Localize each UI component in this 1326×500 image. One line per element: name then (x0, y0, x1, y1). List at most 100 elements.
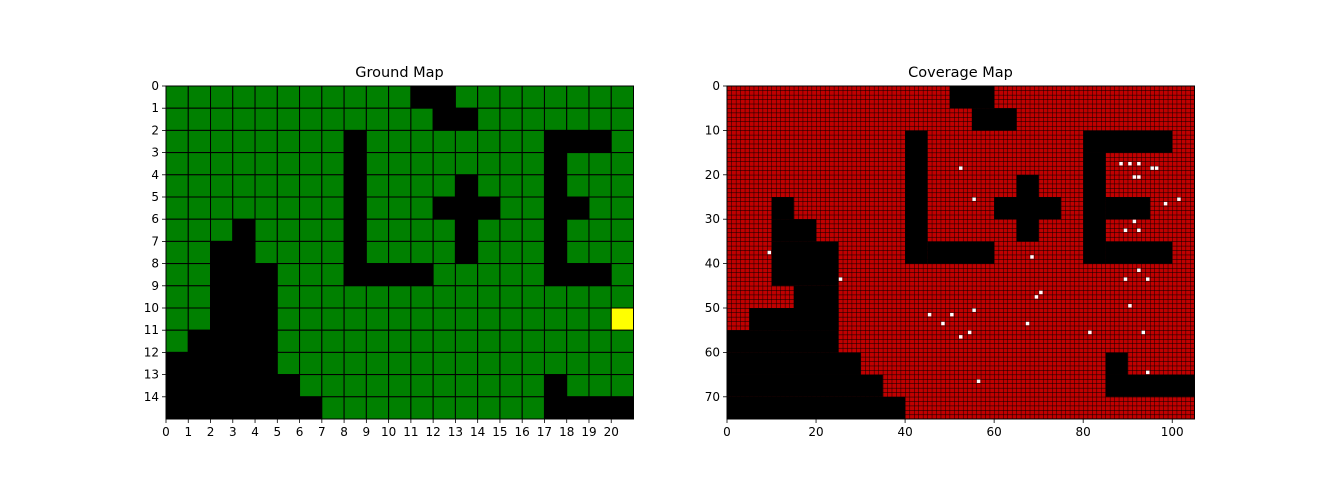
ground-cell (610, 174, 635, 198)
ground-cell (588, 396, 612, 420)
ground-cell (343, 85, 367, 109)
ground-cell (210, 240, 234, 265)
coverage-map-obstacles (727, 86, 1195, 419)
coverage-uncovered-cell (1163, 201, 1168, 206)
ground-cell (299, 263, 323, 287)
ground-cell (232, 396, 256, 420)
ground-cell (299, 85, 323, 109)
ground-cell (499, 196, 523, 220)
ground-map-x-ticks: 0 1 2 3 4 5 6 7 8 9 10 11 12 13 14 15 16 17 18 19 20 (162, 419, 619, 439)
coverage-uncovered-cell (1119, 161, 1123, 166)
ground-cell (299, 307, 323, 331)
ground-cell (610, 196, 635, 220)
ground-cell (454, 218, 479, 242)
coverage-uncovered-cell (1025, 321, 1030, 326)
coverage-uncovered-cell (972, 197, 976, 201)
ground-cell (165, 196, 189, 220)
ground-cell (566, 107, 590, 131)
ground-x-tick-label: 16 (515, 425, 530, 439)
ground-cell (588, 240, 612, 265)
ground-cell (610, 263, 635, 287)
coverage-y-tick-label: 10 (705, 123, 720, 137)
coverage-x-tick-label: 40 (897, 425, 912, 439)
coverage-y-tick-label: 60 (705, 345, 720, 359)
ground-x-tick-label: 9 (363, 425, 371, 439)
ground-cell (543, 107, 568, 131)
ground-cell (432, 174, 456, 198)
coverage-obstacle (727, 396, 906, 419)
ground-cell (254, 85, 278, 109)
ground-cell (210, 85, 234, 109)
coverage-uncovered-cell (1137, 228, 1141, 233)
ground-cell (454, 396, 479, 420)
ground-cell (588, 263, 612, 287)
ground-cell (477, 218, 501, 242)
ground-cell (499, 285, 523, 309)
coverage-uncovered-cell (1128, 304, 1132, 308)
ground-cell (299, 174, 323, 198)
ground-cell (365, 263, 390, 287)
ground-cell (321, 107, 345, 131)
ground-cell (299, 285, 323, 309)
ground-x-tick-label: 20 (604, 425, 619, 439)
ground-cell (165, 263, 189, 287)
ground-cell (232, 174, 256, 198)
coverage-uncovered-cell (1137, 161, 1141, 166)
ground-cell (566, 129, 590, 154)
coverage-obstacle (1083, 152, 1106, 264)
ground-cell (187, 351, 212, 376)
coverage-uncovered-cell (1177, 197, 1181, 201)
coverage-uncovered-cell (972, 308, 976, 312)
ground-cell (187, 374, 212, 398)
coverage-uncovered-cell (941, 321, 945, 326)
coverage-uncovered-cell (1146, 370, 1150, 375)
ground-cell (610, 374, 635, 398)
coverage-obstacle (727, 352, 861, 375)
ground-cell (254, 240, 278, 265)
ground-cell (187, 307, 212, 331)
ground-cell (454, 85, 479, 109)
ground-cell (187, 174, 212, 198)
ground-cell (365, 152, 390, 176)
ground-cell (432, 218, 456, 242)
ground-cell (365, 396, 390, 420)
ground-cell (254, 329, 278, 353)
ground-cell (299, 196, 323, 220)
ground-cell (232, 285, 256, 309)
ground-y-tick-label: 7 (151, 234, 159, 248)
ground-cell (410, 374, 434, 398)
ground-x-tick-label: 18 (559, 425, 574, 439)
ground-cell (566, 174, 590, 198)
ground-cell (276, 107, 301, 131)
ground-cell (210, 351, 234, 376)
ground-cell (254, 218, 278, 242)
ground-cell (321, 374, 345, 398)
ground-cell (566, 263, 590, 287)
ground-cell (365, 329, 390, 353)
ground-cell (454, 174, 479, 198)
ground-cell (499, 396, 523, 420)
ground-cell (210, 285, 234, 309)
coverage-uncovered-cell (1154, 166, 1159, 170)
ground-cell (388, 263, 412, 287)
ground-cell (276, 152, 301, 176)
ground-cell (210, 107, 234, 131)
ground-cell (566, 218, 590, 242)
ground-cell (410, 85, 434, 109)
ground-x-tick-label: 14 (470, 425, 485, 439)
ground-cell (521, 174, 545, 198)
ground-y-tick-label: 5 (151, 190, 159, 204)
coverage-uncovered-cell (1030, 255, 1034, 259)
ground-cell (454, 196, 479, 220)
ground-cell (254, 152, 278, 176)
ground-cell (187, 152, 212, 176)
ground-cell (276, 263, 301, 287)
ground-cell (410, 240, 434, 265)
ground-cell (477, 240, 501, 265)
ground-cell (588, 218, 612, 242)
coverage-uncovered-cell (1123, 228, 1128, 233)
coverage-obstacle (971, 108, 1017, 131)
ground-x-tick-label: 17 (537, 425, 552, 439)
ground-cell (365, 174, 390, 198)
ground-cell (410, 152, 434, 176)
